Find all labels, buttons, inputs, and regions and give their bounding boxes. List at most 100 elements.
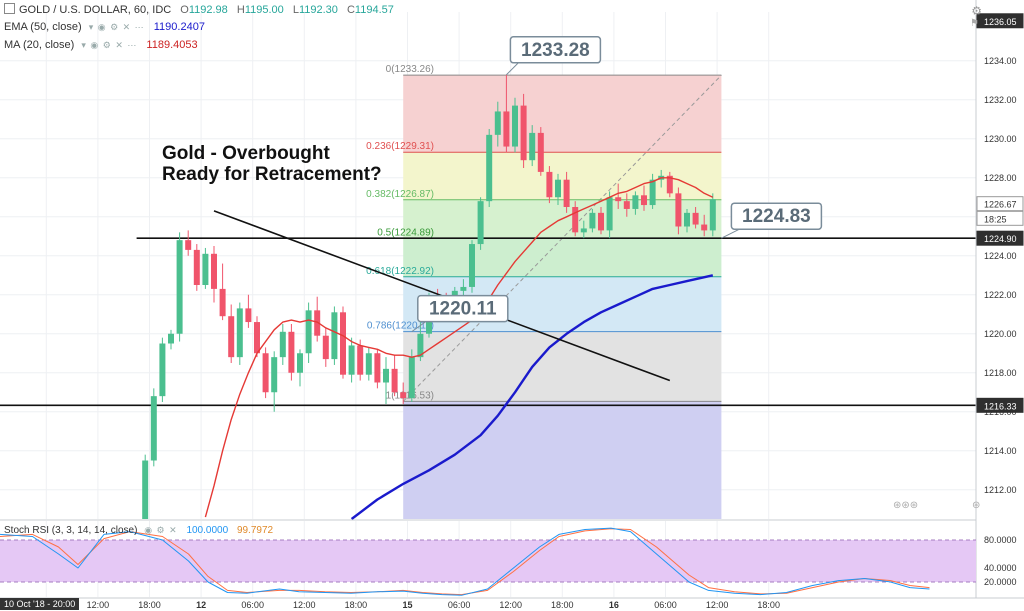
fib-zone-0.5 — [403, 238, 722, 277]
ema-controls-icon[interactable]: ▾ ◉ ⚙ ✕ ⋯ — [88, 22, 145, 32]
candle-down — [262, 353, 269, 393]
close-value: 1194.57 — [354, 4, 394, 16]
candle-down — [322, 335, 329, 360]
fib-level-label: 0.382(1226.87) — [366, 189, 434, 200]
low-value: 1192.30 — [298, 4, 338, 16]
y-tick-label: 1232.00 — [984, 95, 1017, 105]
candle-up — [486, 134, 493, 202]
candle-down — [374, 353, 381, 383]
candle-down — [520, 105, 527, 161]
candle-up — [417, 333, 424, 358]
candle-down — [288, 331, 295, 373]
callout-label: 1224.83 — [742, 206, 811, 227]
collapse-icon[interactable] — [4, 3, 15, 14]
candle-up — [383, 368, 389, 383]
candle-up — [529, 132, 536, 161]
candle-down — [340, 312, 346, 375]
fib-zone-0 — [403, 75, 722, 153]
candle-up — [305, 310, 312, 354]
candle-down — [623, 201, 630, 209]
x-tick-label: 12:00 — [87, 600, 110, 610]
ema-label: EMA (50, close) — [4, 21, 82, 33]
fib-level-label: 0.5(1224.89) — [377, 227, 434, 238]
rsi-label: Stoch RSI (3, 3, 14, 14, close) — [4, 525, 138, 536]
candle-down — [219, 288, 226, 317]
candle-up — [142, 460, 149, 519]
ema-legend[interactable]: EMA (50, close) ▾ ◉ ⚙ ✕ ⋯ 1190.2407 — [4, 21, 205, 33]
candle-up — [649, 179, 656, 206]
candle-up — [632, 195, 639, 209]
candle-down — [193, 249, 200, 285]
rsi-legend[interactable]: Stoch RSI (3, 3, 14, 14, close) ◉ ⚙ ✕ 10… — [4, 525, 273, 536]
fib-level-label: 0(1233.26) — [386, 64, 434, 75]
candle-down — [563, 179, 570, 207]
price-callout[interactable]: 1224.83 — [721, 202, 823, 239]
x-tick-label: 12 — [196, 600, 206, 610]
ema50-line — [350, 274, 714, 520]
candle-down — [666, 175, 673, 194]
candle-down — [391, 368, 398, 393]
candle-down — [615, 197, 622, 202]
candle-up — [477, 201, 484, 245]
y-tick-label: 1212.00 — [984, 485, 1017, 495]
ma-controls-icon[interactable]: ▾ ◉ ⚙ ✕ ⋯ — [81, 40, 138, 50]
ma-label: MA (20, close) — [4, 39, 75, 51]
candle-up — [580, 228, 587, 233]
ma20-line — [204, 177, 714, 518]
x-tick-label: 06:00 — [448, 600, 471, 610]
low-label: L — [292, 4, 299, 16]
price-tag — [976, 13, 1024, 29]
price-callout[interactable]: 1220.11 — [411, 294, 509, 333]
us-flag-icon[interactable]: ⊛ — [972, 500, 981, 511]
y-tick-label: 1214.00 — [984, 446, 1017, 456]
chart-title-line: Gold - Overbought — [162, 143, 330, 164]
x-tick-label: 06:00 — [241, 600, 264, 610]
flag-icon[interactable]: ⚑ — [970, 18, 979, 29]
high-label: H — [236, 4, 245, 16]
candle-up — [168, 333, 174, 344]
close-label: C — [346, 4, 355, 16]
rsi-controls-icon[interactable]: ◉ ⚙ ✕ — [144, 525, 178, 535]
callout-box — [509, 36, 602, 64]
price-tag — [976, 230, 1024, 246]
candle-up — [606, 197, 613, 231]
candle-down — [598, 212, 604, 231]
candle-up — [365, 353, 372, 375]
candle-up — [512, 105, 518, 147]
candle-down — [572, 207, 579, 233]
candle-down — [211, 253, 217, 289]
candle-up — [348, 345, 355, 375]
rsi-d-value: 99.7972 — [236, 525, 274, 536]
price-callout[interactable]: 1233.28 — [506, 36, 602, 76]
callout-label: 1220.11 — [429, 299, 497, 320]
price-tag-label: 18:25 — [984, 214, 1007, 224]
candle-down — [185, 240, 192, 250]
ma-legend[interactable]: MA (20, close) ▾ ◉ ⚙ ✕ ⋯ 1189.4053 — [4, 39, 198, 51]
fib-level-label: 0.786(1220.11) — [367, 321, 434, 332]
open-label: O — [180, 4, 189, 16]
fib-level-label: 0.618(1222.92) — [366, 266, 434, 277]
price-tag — [976, 196, 1024, 212]
price-axis-bg — [976, 0, 1024, 611]
candle-down — [692, 212, 699, 225]
y-tick-label: 1234.00 — [984, 56, 1017, 66]
y-tick-label: 1222.00 — [984, 290, 1017, 300]
x-tick-label: 16 — [609, 600, 619, 610]
x-tick-label: 18:00 — [345, 600, 368, 610]
rsi-tick-label: 80.0000 — [984, 535, 1017, 545]
chart-title-line: Ready for Retracement? — [162, 164, 382, 185]
ma-value: 1189.4053 — [146, 39, 198, 51]
candle-down — [503, 111, 510, 147]
candle-up — [150, 396, 157, 461]
x-tick-label: 18:00 — [551, 600, 574, 610]
callout-pointer — [506, 62, 519, 76]
candle-up — [494, 111, 501, 135]
callout-box — [417, 294, 509, 323]
y-tick-label: 1220.00 — [984, 329, 1017, 339]
symbol-label[interactable]: GOLD / U.S. DOLLAR, 60, IDC — [19, 4, 172, 16]
events-icon[interactable]: ⊛⊛⊛ — [893, 500, 919, 511]
settings-gear-icon[interactable]: ⚙ — [971, 4, 982, 18]
candle-down — [701, 224, 708, 231]
callout-label: 1233.28 — [521, 40, 590, 61]
